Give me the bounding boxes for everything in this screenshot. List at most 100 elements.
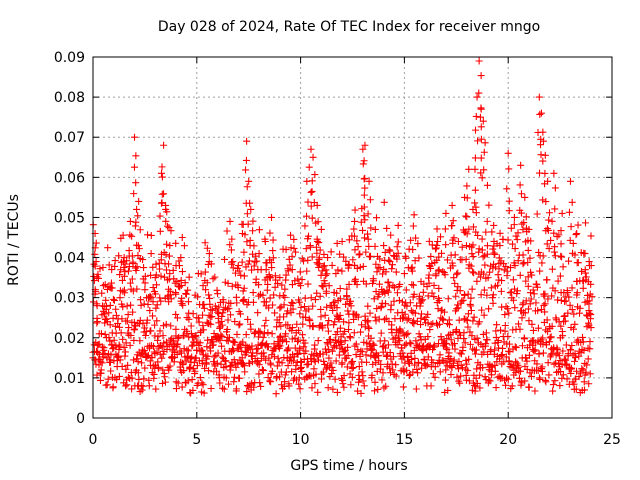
- data-point: [358, 348, 366, 356]
- data-point: [464, 367, 472, 375]
- data-point: [541, 290, 549, 298]
- data-point: [174, 379, 182, 387]
- data-point: [513, 236, 521, 244]
- data-point: [193, 362, 201, 370]
- data-point: [459, 343, 467, 351]
- data-point: [269, 247, 277, 255]
- data-point: [242, 349, 250, 357]
- data-point: [206, 294, 214, 302]
- data-point: [131, 133, 139, 141]
- data-point: [477, 273, 485, 281]
- data-point: [399, 349, 407, 357]
- data-point: [365, 324, 373, 332]
- data-point: [434, 238, 442, 246]
- data-point: [91, 250, 99, 258]
- data-point: [417, 314, 425, 322]
- data-point: [568, 198, 576, 206]
- data-point: [584, 344, 592, 352]
- data-point: [557, 227, 565, 235]
- data-point: [191, 367, 199, 375]
- data-point: [311, 380, 319, 388]
- data-point: [471, 199, 479, 207]
- data-point: [248, 266, 256, 274]
- data-point: [172, 385, 180, 393]
- data-point: [407, 265, 415, 273]
- data-point: [360, 191, 368, 199]
- data-point: [449, 236, 457, 244]
- data-point: [108, 266, 116, 274]
- data-point: [455, 358, 463, 365]
- data-point: [535, 248, 543, 256]
- data-point: [207, 347, 215, 355]
- data-point: [286, 261, 294, 269]
- data-point: [313, 249, 321, 257]
- data-point: [224, 316, 232, 324]
- data-point: [372, 214, 380, 222]
- data-point: [514, 320, 522, 328]
- data-point: [308, 187, 316, 195]
- data-point: [338, 267, 346, 275]
- data-point: [504, 375, 512, 383]
- data-point: [102, 296, 110, 304]
- data-point: [238, 258, 246, 266]
- data-point: [235, 374, 243, 382]
- data-point: [337, 340, 345, 348]
- data-point: [543, 316, 551, 324]
- data-point: [478, 246, 486, 254]
- data-point: [411, 354, 419, 362]
- data-point: [194, 293, 202, 301]
- data-point: [554, 277, 562, 285]
- data-point: [157, 272, 165, 280]
- data-point: [523, 357, 531, 365]
- data-point: [266, 274, 274, 282]
- data-point: [358, 368, 366, 376]
- data-point: [454, 283, 462, 291]
- data-point: [329, 366, 337, 374]
- data-point: [274, 354, 282, 362]
- data-point: [178, 234, 186, 241]
- data-point: [389, 366, 397, 374]
- data-point: [511, 285, 519, 293]
- data-point: [239, 297, 247, 305]
- data-point: [268, 367, 276, 375]
- data-point: [203, 343, 211, 351]
- data-point: [115, 252, 123, 260]
- data-point: [278, 359, 286, 367]
- data-point: [368, 371, 376, 379]
- data-point: [280, 313, 288, 321]
- data-point: [498, 277, 506, 285]
- data-point: [407, 307, 415, 315]
- y-tick-label: 0.03: [54, 291, 85, 307]
- data-point: [524, 273, 532, 281]
- data-point: [345, 319, 353, 327]
- data-point: [459, 296, 467, 304]
- data-point: [477, 169, 485, 177]
- data-point: [243, 210, 251, 218]
- data-point: [474, 137, 482, 145]
- data-point: [441, 225, 449, 233]
- data-point: [361, 174, 369, 182]
- data-point: [259, 333, 267, 341]
- data-point: [586, 370, 594, 378]
- data-point: [393, 252, 401, 260]
- data-point: [471, 350, 479, 358]
- data-point: [414, 369, 422, 377]
- data-point: [551, 287, 559, 295]
- data-point: [480, 148, 488, 156]
- data-point: [204, 352, 212, 360]
- data-point: [340, 383, 348, 391]
- data-point: [216, 379, 224, 387]
- data-point: [161, 378, 169, 386]
- data-point: [569, 239, 577, 247]
- x-tick-label: 10: [292, 432, 310, 448]
- data-point: [346, 334, 354, 342]
- data-point: [548, 217, 556, 225]
- data-point: [207, 385, 215, 392]
- y-tick-label: 0: [76, 411, 85, 427]
- data-point: [567, 223, 575, 231]
- data-point: [230, 378, 238, 386]
- data-point: [226, 366, 234, 374]
- data-point: [313, 289, 321, 297]
- data-point: [503, 267, 511, 275]
- data-point: [407, 236, 415, 244]
